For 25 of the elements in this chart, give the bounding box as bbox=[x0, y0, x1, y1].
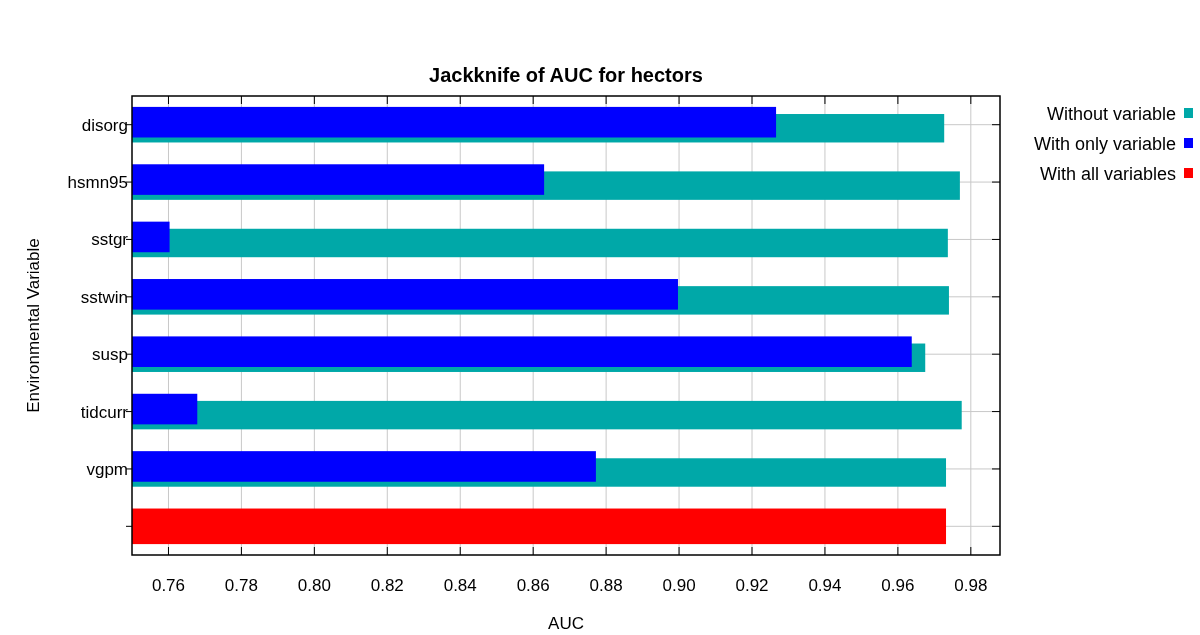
legend-label: With all variables bbox=[1039, 164, 1176, 184]
x-axis-title: AUC bbox=[548, 614, 584, 633]
y-tick-label: sstgr bbox=[91, 230, 129, 250]
x-tick-label: 0.82 bbox=[370, 576, 404, 595]
y-tick-label: susp bbox=[92, 345, 128, 365]
x-tick-label: 0.76 bbox=[151, 576, 186, 595]
x-tick-label: 0.86 bbox=[516, 576, 550, 595]
y-axis-title: Environmental Variable bbox=[24, 238, 43, 413]
x-tick-label: 0.92 bbox=[735, 576, 769, 595]
x-tick-label: 0.96 bbox=[881, 576, 915, 595]
y-tick-label: sstwin bbox=[80, 287, 128, 307]
legend-label: Without variable bbox=[1046, 104, 1176, 124]
y-tick-label: disorg bbox=[81, 115, 128, 135]
x-tick-label: 0.78 bbox=[224, 576, 258, 595]
x-tick-label: 0.94 bbox=[808, 576, 842, 595]
chart-title: Jackknife of AUC for hectors bbox=[429, 64, 703, 86]
x-tick-label: 0.88 bbox=[589, 576, 623, 595]
text: 0.90 bbox=[662, 576, 696, 595]
x-tick-label: 0.84 bbox=[443, 576, 477, 595]
y-tick-label: tidcurr bbox=[80, 402, 129, 422]
y-tick-label: vgpm bbox=[86, 459, 128, 479]
y-tick-label: hsmn95 bbox=[67, 173, 128, 193]
legend-label: With only variable bbox=[1033, 134, 1176, 154]
text: 0.80 bbox=[297, 576, 331, 595]
x-tick-label: 0.98 bbox=[954, 576, 988, 595]
